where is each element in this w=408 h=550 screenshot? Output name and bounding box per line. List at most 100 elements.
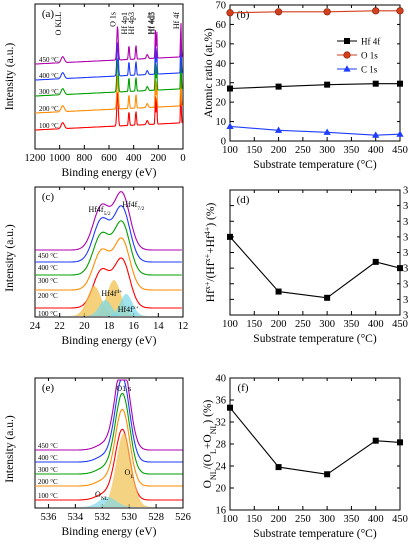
spectrum-line: [35, 220, 182, 276]
spectrum-line: [35, 257, 182, 309]
x-axis-label: Binding energy (eV): [62, 335, 157, 347]
data-point: [275, 288, 282, 295]
peak-annotation: Hf 4d5: [148, 12, 157, 34]
data-point: [227, 404, 233, 411]
data-point: [396, 7, 404, 15]
x-tick-label: 1000: [49, 153, 70, 164]
x-tick-label: 350: [344, 514, 360, 525]
peak-annotation: Hf4f5/2: [88, 205, 110, 217]
x-tick-label: 450: [392, 319, 408, 330]
x-tick-label: 400: [126, 153, 142, 164]
x-tick-label: 200: [271, 145, 287, 156]
x-tick-label: 534: [67, 512, 84, 523]
data-point: [372, 7, 380, 15]
x-tick-label: 14: [153, 321, 164, 332]
fit-component: [61, 433, 170, 507]
panel-label: (c): [42, 191, 55, 203]
data-point: [275, 83, 282, 90]
spectrum-line: [35, 428, 183, 501]
spectrum-line: [35, 39, 183, 81]
data-point: [274, 8, 283, 16]
peak-annotation: Hf 4p1: [120, 12, 129, 34]
peak-annotation: OL: [125, 468, 135, 480]
y-tick-label: 32: [216, 418, 227, 429]
data-point: [343, 65, 351, 72]
x-tick-label: 100: [222, 319, 238, 330]
x-tick-label: 450: [392, 514, 408, 525]
x-tick-label: 16: [128, 321, 139, 332]
x-tick-label: 530: [121, 512, 137, 523]
peak-annotation: O 1s: [109, 12, 118, 27]
spectrum-line: [35, 89, 183, 131]
x-axis-label: Binding energy (eV): [62, 167, 157, 179]
data-point: [344, 38, 350, 44]
plot-frame: [229, 4, 401, 142]
data-point: [324, 81, 331, 88]
x-tick-label: 800: [76, 153, 92, 164]
y-tick-label: 20: [216, 98, 227, 109]
panel-label: (f): [238, 382, 249, 394]
panel-label: (a): [42, 8, 55, 20]
spectrum-line: [35, 191, 182, 251]
y-tick-label: 37: [403, 217, 408, 228]
data-point: [323, 8, 331, 16]
data-point: [397, 439, 403, 446]
plot-frame: [229, 377, 401, 511]
x-tick-label: 12: [178, 321, 189, 332]
data-point: [397, 265, 403, 272]
series-label: 300 °C: [39, 88, 59, 96]
data-point: [372, 131, 380, 138]
y-tick-label: 16: [216, 506, 227, 517]
y-tick-label: 20: [216, 484, 227, 495]
series-label: 100 °C: [38, 492, 58, 500]
panel-d: 100 150 200 250 300 350 400 45031 32 33 34 35 36 37 38…: [203, 186, 408, 346]
peak-annotation: O KLL: [54, 12, 63, 35]
panel-e: 536 534 532 530 528 526 (e) Binding energy (eV)…: [4, 377, 191, 538]
peak-annotation: Hf 4f: [172, 12, 181, 29]
spectrum-line: [35, 379, 183, 463]
y-tick-label: 35: [403, 248, 408, 259]
x-axis-label: Substrate temperature (°C): [253, 333, 377, 345]
legend-entry: Hf 4f: [361, 37, 380, 47]
x-tick-label: 300: [319, 145, 335, 156]
series-label: 100 °C: [38, 310, 58, 318]
y-tick-label: 70: [216, 1, 227, 12]
legend: Hf 4f O 1s C 1s: [337, 37, 380, 75]
y-tick-label: 33: [403, 279, 408, 290]
data-point: [324, 471, 331, 478]
data-point: [372, 80, 379, 87]
peak-annotation: Hf4fx+: [118, 305, 139, 314]
y-tick-label: 32: [403, 295, 408, 306]
x-axis-label: Binding energy (eV): [62, 526, 157, 538]
series-label: 300 °C: [38, 277, 58, 285]
x-tick-label: 0: [180, 153, 185, 164]
x-tick-label: 532: [94, 512, 110, 523]
legend-entry: O 1s: [361, 51, 378, 61]
x-tick-label: 300: [319, 514, 335, 525]
spectrum-line: [35, 408, 183, 487]
fit-component: [59, 294, 159, 316]
x-tick-label: 400: [368, 514, 384, 525]
series-label: 450 °C: [38, 442, 58, 450]
x-tick-label: 150: [246, 514, 262, 525]
fit-component: [59, 286, 159, 316]
panel-b: 100 150 200 250 300 350 400 450 0 10 20 30 40 50 60 70 (…: [203, 1, 408, 172]
series-label: 200 °C: [38, 292, 58, 300]
data-point: [275, 464, 282, 471]
x-tick-label: 400: [368, 145, 384, 156]
y-tick-label: 28: [216, 440, 227, 451]
panel-a: 1200 1000 800 600 400 200 0 (a) Binding energy (…: [4, 3, 186, 179]
y-axis-label: Atomic ratio (at.%): [203, 28, 215, 118]
spectrum-line: [35, 72, 183, 114]
x-tick-label: 528: [148, 512, 164, 523]
x-tick-label: 200: [271, 514, 287, 525]
x-tick-label: 600: [101, 153, 117, 164]
panel-f: 100 150 200 250 300 350 400 450 16 20 24 28 32 36 40 (f…: [202, 374, 408, 541]
panel-c: 24 22 20 18 16 14 12 (c) Binding energy (eV) Inte…: [4, 186, 189, 347]
fit-component: [59, 280, 159, 316]
spectrum-line: [35, 379, 183, 451]
x-tick-label: 250: [295, 145, 311, 156]
x-tick-label: 100: [222, 145, 238, 156]
series-label: 400 °C: [38, 454, 58, 462]
series-line: [229, 236, 401, 299]
